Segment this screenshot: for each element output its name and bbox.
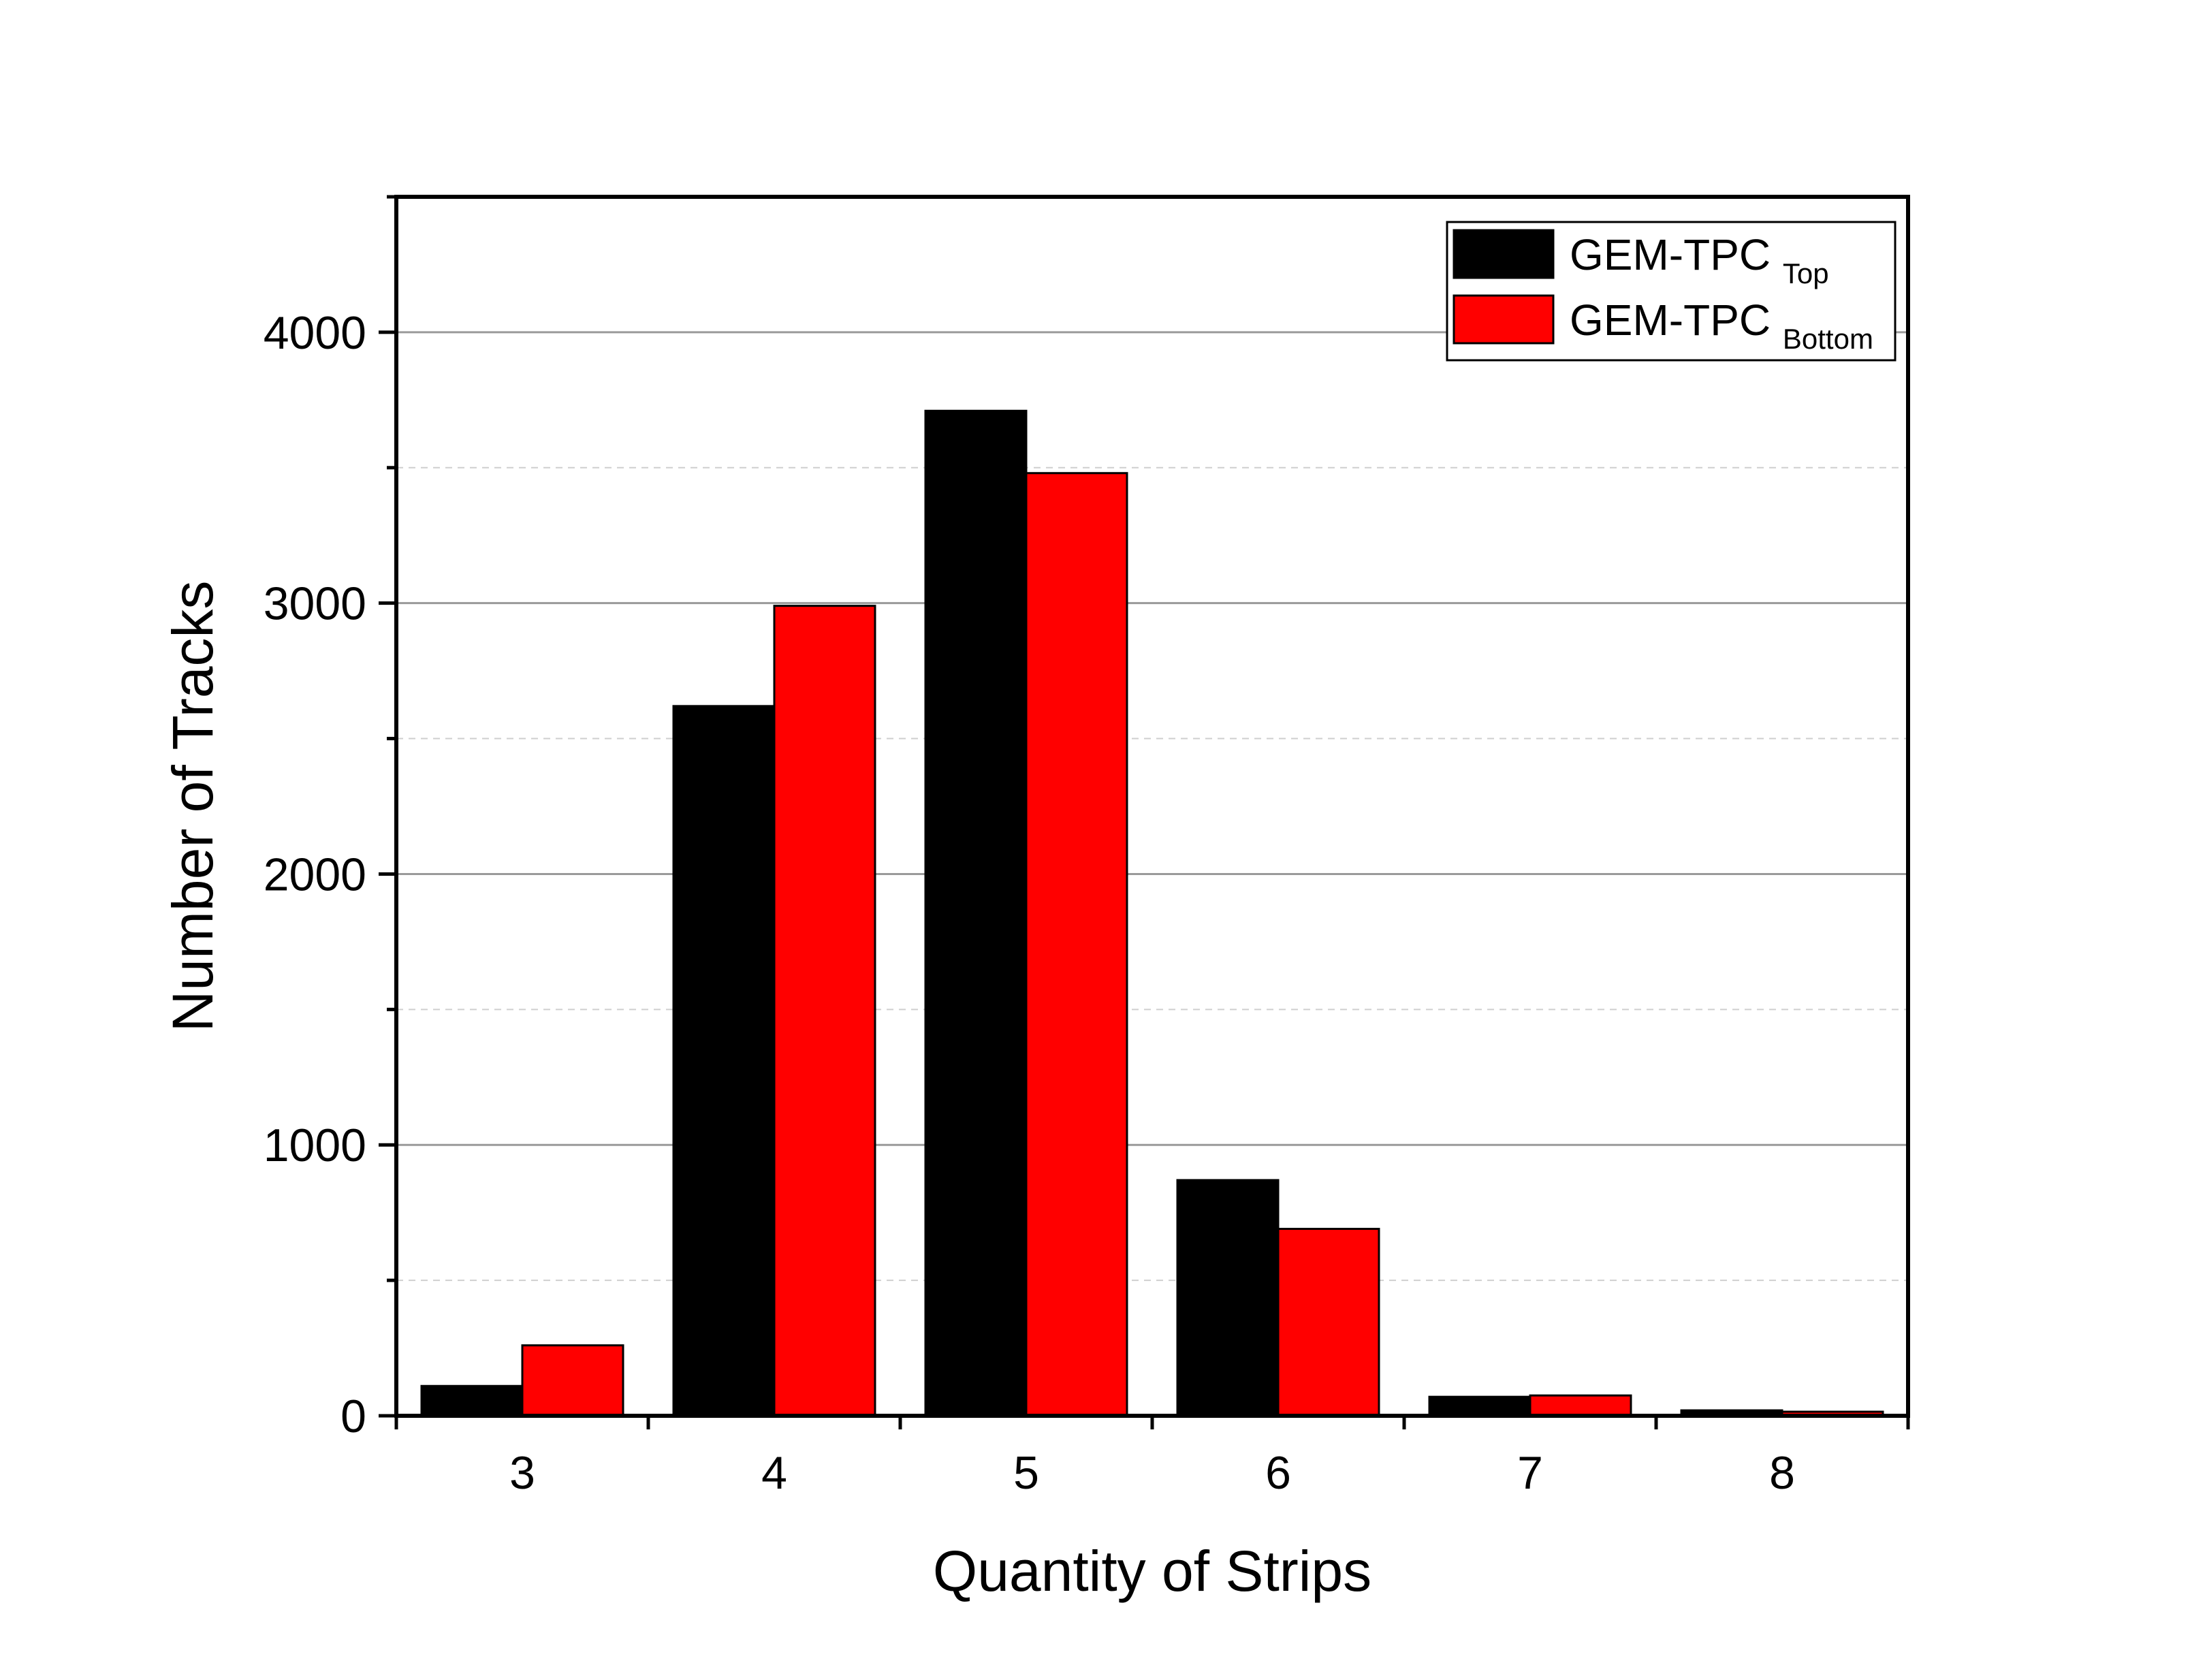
legend-label-top: GEM-TPC Top [1570, 230, 1829, 289]
y-tick-label: 4000 [264, 307, 366, 359]
legend: GEM-TPC Top GEM-TPC Bottom [1446, 221, 1897, 362]
grid-layer [396, 331, 1908, 1282]
bar-top-4 [672, 705, 776, 1417]
x-tick-label: 8 [1769, 1447, 1795, 1499]
y-tick-label: 2000 [264, 849, 366, 900]
x-tick-label: 5 [1013, 1447, 1039, 1499]
legend-swatch-top [1453, 229, 1555, 279]
x-tick-label: 7 [1517, 1447, 1543, 1499]
legend-swatch-bottom [1453, 294, 1555, 345]
bar-top-3 [420, 1384, 524, 1417]
x-tick-label: 4 [761, 1447, 787, 1499]
x-tick-label: 3 [509, 1447, 535, 1499]
bar-top-5 [924, 409, 1028, 1417]
axis-layer: 0 1000 2000 3000 4000 3 4 5 6 7 8 [264, 195, 1910, 1499]
y-tick-label: 0 [340, 1391, 366, 1442]
bar-bottom-5 [1025, 472, 1128, 1417]
x-tick-label: 6 [1265, 1447, 1291, 1499]
bar-top-7 [1428, 1395, 1532, 1417]
legend-label-bottom: GEM-TPC Bottom [1570, 296, 1873, 355]
y-tick-label: 3000 [264, 578, 366, 630]
y-axis-title: Number of Tracks [161, 581, 225, 1032]
bar-bottom-6 [1277, 1228, 1380, 1417]
x-axis-title: Quantity of Strips [933, 1539, 1371, 1603]
bar-bottom-4 [773, 605, 876, 1417]
bar-bottom-7 [1529, 1394, 1632, 1417]
bar-layer [420, 409, 1884, 1417]
plot-frame [394, 195, 1910, 1418]
bar-bottom-3 [521, 1344, 624, 1417]
y-tick-label: 1000 [264, 1120, 366, 1171]
bar-top-6 [1176, 1179, 1280, 1417]
